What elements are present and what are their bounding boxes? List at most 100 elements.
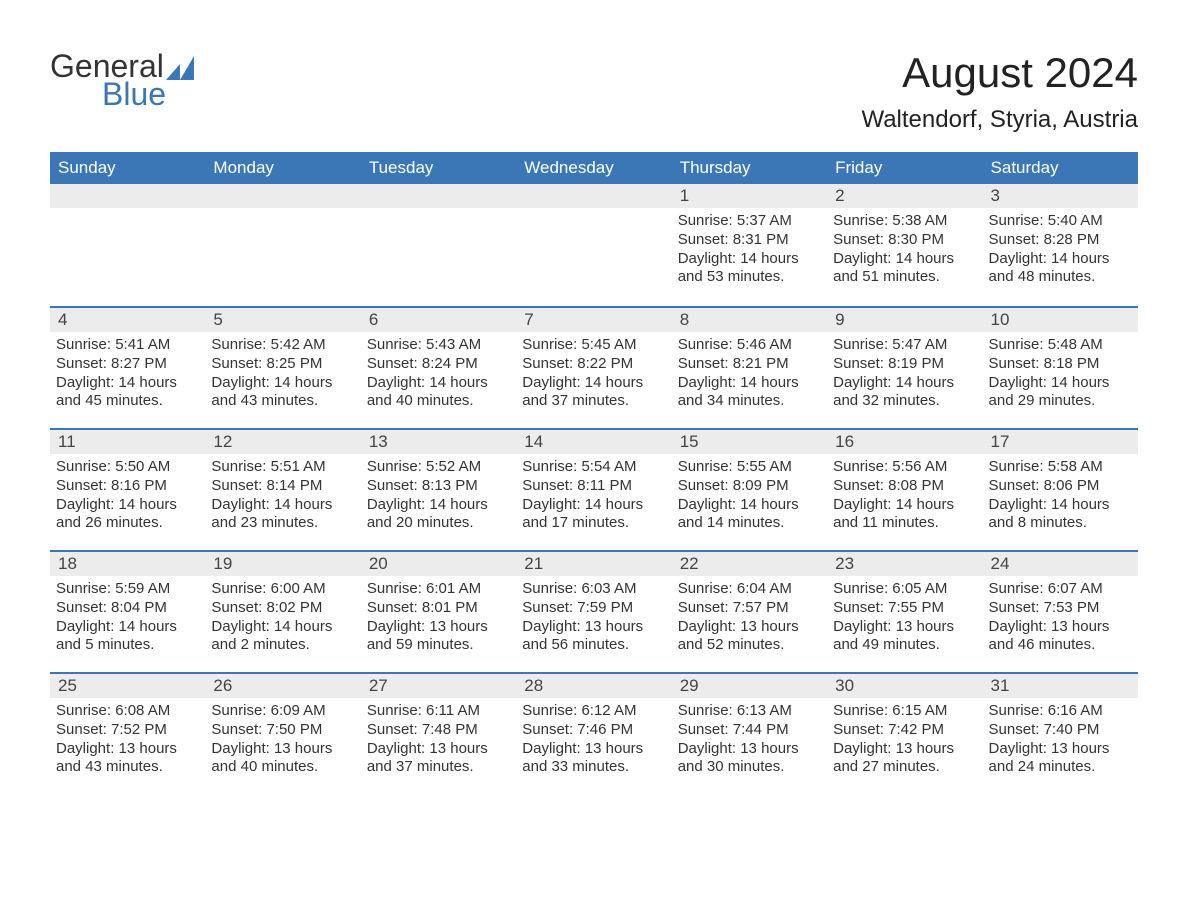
day-cell: 29Sunrise: 6:13 AMSunset: 7:44 PMDayligh… (672, 672, 827, 794)
sunset: Sunset: 7:40 PM (989, 721, 1132, 740)
day-cell: 4Sunrise: 5:41 AMSunset: 8:27 PMDaylight… (50, 306, 205, 428)
sunrise: Sunrise: 5:47 AM (833, 336, 976, 355)
sunrise: Sunrise: 5:50 AM (56, 458, 199, 477)
daylight: Daylight: 14 hours and 8 minutes. (989, 496, 1132, 534)
daylight: Daylight: 14 hours and 23 minutes. (211, 496, 354, 534)
day-number: 2 (827, 184, 982, 208)
day-details: Sunrise: 5:42 AMSunset: 8:25 PMDaylight:… (205, 332, 360, 419)
day-cell (516, 184, 671, 306)
day-cell (205, 184, 360, 306)
day-details: Sunrise: 6:09 AMSunset: 7:50 PMDaylight:… (205, 698, 360, 785)
weeks-container: 1Sunrise: 5:37 AMSunset: 8:31 PMDaylight… (50, 184, 1138, 794)
sunrise: Sunrise: 6:15 AM (833, 702, 976, 721)
weekday-header: Saturday (983, 152, 1138, 184)
day-details: Sunrise: 6:15 AMSunset: 7:42 PMDaylight:… (827, 698, 982, 785)
weekday-header-row: Sunday Monday Tuesday Wednesday Thursday… (50, 152, 1138, 184)
sunrise: Sunrise: 5:46 AM (678, 336, 821, 355)
day-cell: 21Sunrise: 6:03 AMSunset: 7:59 PMDayligh… (516, 550, 671, 672)
day-details: Sunrise: 5:41 AMSunset: 8:27 PMDaylight:… (50, 332, 205, 419)
sunrise: Sunrise: 5:52 AM (367, 458, 510, 477)
day-number: 21 (516, 550, 671, 576)
calendar-page: General Blue August 2024 Waltendorf, Sty… (0, 0, 1188, 834)
day-cell: 18Sunrise: 5:59 AMSunset: 8:04 PMDayligh… (50, 550, 205, 672)
sunset: Sunset: 8:28 PM (989, 231, 1132, 250)
sunset: Sunset: 8:30 PM (833, 231, 976, 250)
day-cell: 9Sunrise: 5:47 AMSunset: 8:19 PMDaylight… (827, 306, 982, 428)
sunset: Sunset: 8:25 PM (211, 355, 354, 374)
day-number: 25 (50, 672, 205, 698)
daylight: Daylight: 14 hours and 32 minutes. (833, 374, 976, 412)
day-details: Sunrise: 5:55 AMSunset: 8:09 PMDaylight:… (672, 454, 827, 541)
daylight: Daylight: 13 hours and 59 minutes. (367, 618, 510, 656)
day-cell: 15Sunrise: 5:55 AMSunset: 8:09 PMDayligh… (672, 428, 827, 550)
day-cell: 8Sunrise: 5:46 AMSunset: 8:21 PMDaylight… (672, 306, 827, 428)
daylight: Daylight: 14 hours and 37 minutes. (522, 374, 665, 412)
day-cell: 24Sunrise: 6:07 AMSunset: 7:53 PMDayligh… (983, 550, 1138, 672)
sunrise: Sunrise: 5:58 AM (989, 458, 1132, 477)
day-cell: 13Sunrise: 5:52 AMSunset: 8:13 PMDayligh… (361, 428, 516, 550)
day-number (50, 184, 205, 208)
day-details: Sunrise: 5:50 AMSunset: 8:16 PMDaylight:… (50, 454, 205, 541)
day-number: 20 (361, 550, 516, 576)
day-number (361, 184, 516, 208)
sunrise: Sunrise: 6:08 AM (56, 702, 199, 721)
daylight: Daylight: 14 hours and 17 minutes. (522, 496, 665, 534)
sunset: Sunset: 8:13 PM (367, 477, 510, 496)
day-number: 15 (672, 428, 827, 454)
header: General Blue August 2024 Waltendorf, Sty… (50, 50, 1138, 134)
sunrise: Sunrise: 6:12 AM (522, 702, 665, 721)
day-cell: 5Sunrise: 5:42 AMSunset: 8:25 PMDaylight… (205, 306, 360, 428)
title-block: August 2024 Waltendorf, Styria, Austria (861, 50, 1138, 134)
month-title: August 2024 (861, 50, 1138, 96)
day-number: 7 (516, 306, 671, 332)
day-cell: 17Sunrise: 5:58 AMSunset: 8:06 PMDayligh… (983, 428, 1138, 550)
sunset: Sunset: 8:04 PM (56, 599, 199, 618)
day-cell: 11Sunrise: 5:50 AMSunset: 8:16 PMDayligh… (50, 428, 205, 550)
sunset: Sunset: 8:24 PM (367, 355, 510, 374)
sunset: Sunset: 8:09 PM (678, 477, 821, 496)
sunrise: Sunrise: 6:01 AM (367, 580, 510, 599)
day-number: 30 (827, 672, 982, 698)
day-number (516, 184, 671, 208)
day-cell: 26Sunrise: 6:09 AMSunset: 7:50 PMDayligh… (205, 672, 360, 794)
day-cell: 6Sunrise: 5:43 AMSunset: 8:24 PMDaylight… (361, 306, 516, 428)
day-details: Sunrise: 6:00 AMSunset: 8:02 PMDaylight:… (205, 576, 360, 663)
day-details: Sunrise: 5:46 AMSunset: 8:21 PMDaylight:… (672, 332, 827, 419)
day-number: 28 (516, 672, 671, 698)
daylight: Daylight: 14 hours and 45 minutes. (56, 374, 199, 412)
day-details: Sunrise: 5:48 AMSunset: 8:18 PMDaylight:… (983, 332, 1138, 419)
day-details: Sunrise: 5:56 AMSunset: 8:08 PMDaylight:… (827, 454, 982, 541)
sunrise: Sunrise: 6:13 AM (678, 702, 821, 721)
daylight: Daylight: 13 hours and 40 minutes. (211, 740, 354, 778)
sunrise: Sunrise: 5:45 AM (522, 336, 665, 355)
day-cell: 31Sunrise: 6:16 AMSunset: 7:40 PMDayligh… (983, 672, 1138, 794)
sunset: Sunset: 7:59 PM (522, 599, 665, 618)
day-details: Sunrise: 5:51 AMSunset: 8:14 PMDaylight:… (205, 454, 360, 541)
day-number: 13 (361, 428, 516, 454)
daylight: Daylight: 14 hours and 40 minutes. (367, 374, 510, 412)
day-cell: 19Sunrise: 6:00 AMSunset: 8:02 PMDayligh… (205, 550, 360, 672)
day-number: 3 (983, 184, 1138, 208)
sunset: Sunset: 7:42 PM (833, 721, 976, 740)
daylight: Daylight: 14 hours and 5 minutes. (56, 618, 199, 656)
day-cell: 16Sunrise: 5:56 AMSunset: 8:08 PMDayligh… (827, 428, 982, 550)
day-cell: 2Sunrise: 5:38 AMSunset: 8:30 PMDaylight… (827, 184, 982, 306)
day-number: 14 (516, 428, 671, 454)
day-number: 29 (672, 672, 827, 698)
day-details: Sunrise: 6:04 AMSunset: 7:57 PMDaylight:… (672, 576, 827, 663)
day-number: 19 (205, 550, 360, 576)
sunrise: Sunrise: 5:38 AM (833, 212, 976, 231)
day-cell: 14Sunrise: 5:54 AMSunset: 8:11 PMDayligh… (516, 428, 671, 550)
week-row: 4Sunrise: 5:41 AMSunset: 8:27 PMDaylight… (50, 306, 1138, 428)
week-row: 11Sunrise: 5:50 AMSunset: 8:16 PMDayligh… (50, 428, 1138, 550)
sunrise: Sunrise: 6:03 AM (522, 580, 665, 599)
day-details: Sunrise: 5:54 AMSunset: 8:11 PMDaylight:… (516, 454, 671, 541)
sunrise: Sunrise: 5:54 AM (522, 458, 665, 477)
day-number (205, 184, 360, 208)
day-cell: 20Sunrise: 6:01 AMSunset: 8:01 PMDayligh… (361, 550, 516, 672)
day-cell: 25Sunrise: 6:08 AMSunset: 7:52 PMDayligh… (50, 672, 205, 794)
daylight: Daylight: 14 hours and 43 minutes. (211, 374, 354, 412)
sunset: Sunset: 8:21 PM (678, 355, 821, 374)
day-cell (361, 184, 516, 306)
day-number: 6 (361, 306, 516, 332)
